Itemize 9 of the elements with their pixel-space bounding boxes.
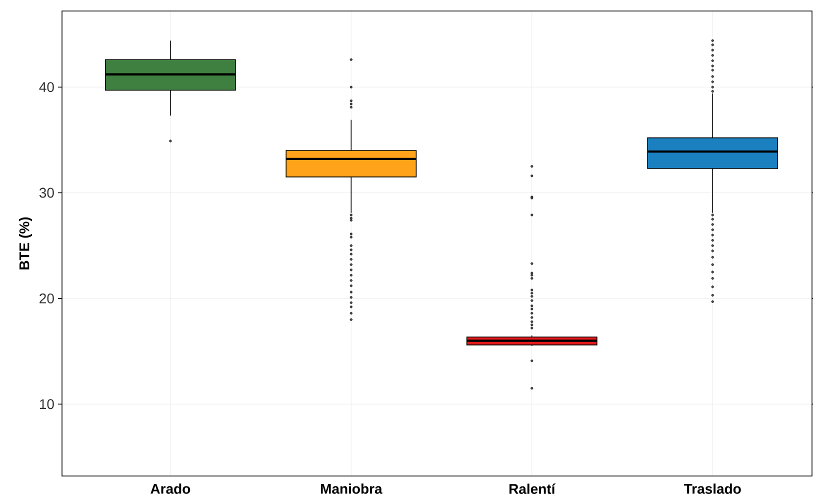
x-tick-label: Maniobra (320, 484, 382, 494)
y-tick-label: 20 (40, 293, 54, 304)
y-tick-label: 10 (40, 399, 54, 410)
y-tick-label: 30 (39, 188, 54, 198)
x-tick-label: Ralentí (509, 484, 556, 494)
x-tick-label: Traslado (684, 484, 741, 494)
y-axis-title: BTE (%) (18, 217, 32, 270)
y-tick-label: 40 (39, 82, 54, 92)
x-tick-label: Arado (150, 484, 190, 494)
